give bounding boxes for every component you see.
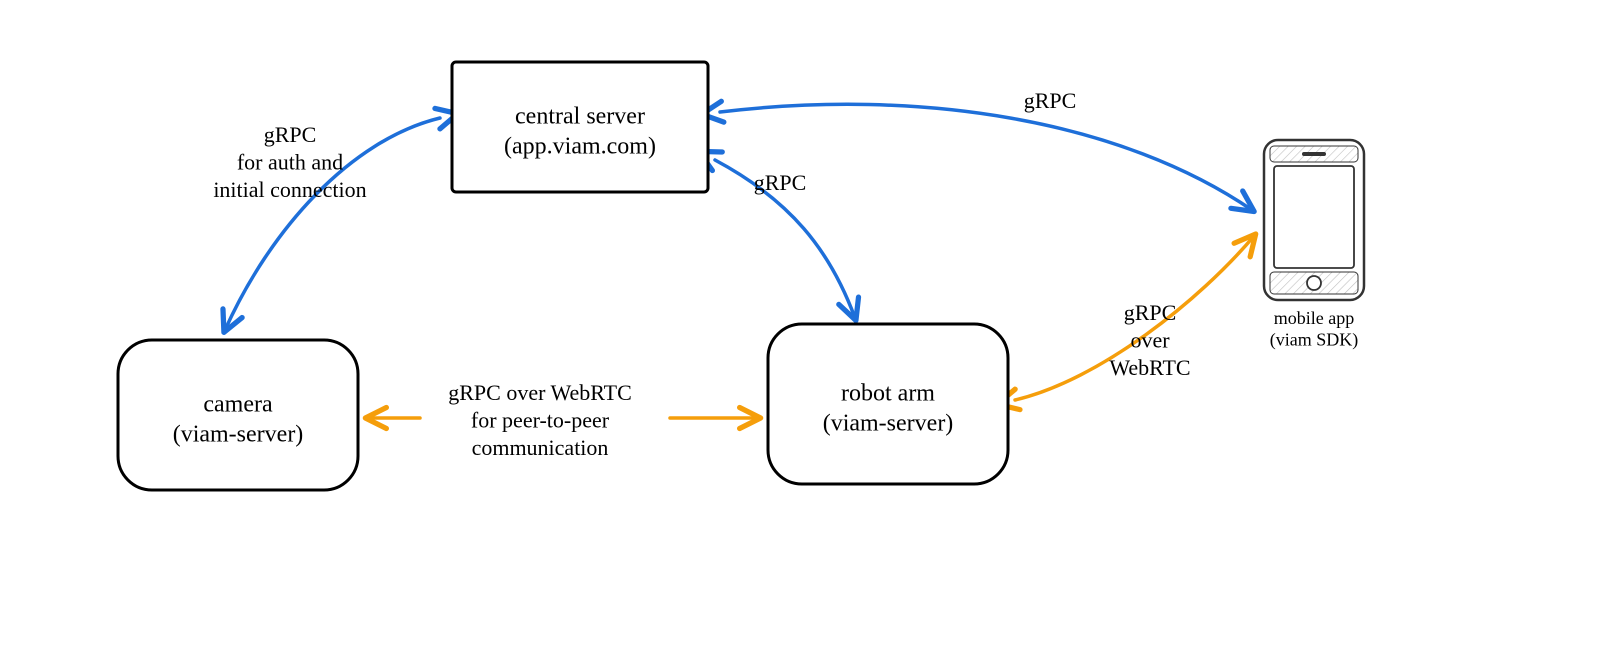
- edge-label-p2p-line-1: for peer-to-peer: [471, 408, 610, 433]
- node-mobile-caption-line-0: mobile app: [1274, 308, 1354, 328]
- node-camera-line-0: camera: [203, 392, 273, 418]
- node-camera-line-1: (viam-server): [173, 422, 304, 448]
- node-mobile: mobile app(viam SDK): [1264, 140, 1364, 351]
- node-robot_arm: robot arm (viam-server): [768, 324, 1008, 484]
- node-central_server: central server (app.viam.com): [452, 62, 708, 192]
- edge-label-webrtc_mobile-line-2: WebRTC: [1109, 355, 1190, 380]
- node-robot_arm-line-0: robot arm: [841, 381, 935, 407]
- edge-label-auth_connection-line-0: gRPC: [264, 122, 317, 147]
- node-camera: camera (viam-server): [118, 340, 358, 490]
- architecture-diagram: central server (app.viam.com) camera (viam-…: [0, 0, 1600, 658]
- node-robot_arm-line-1: (viam-server): [823, 411, 954, 437]
- edge-label-auth_connection-line-2: initial connection: [213, 177, 366, 202]
- edge-label-p2p-line-2: communication: [472, 435, 609, 460]
- edge-label-webrtc_mobile-line-0: gRPC: [1124, 300, 1177, 325]
- node-central_server-line-1: (app.viam.com): [504, 134, 656, 160]
- node-mobile-caption-line-1: (viam SDK): [1270, 330, 1359, 351]
- edge-label-auth_connection-line-1: for auth and: [237, 150, 343, 175]
- node-central_server-line-0: central server: [515, 104, 645, 130]
- edge-label-grpc_robot-line-0: gRPC: [754, 170, 807, 195]
- edge-label-webrtc_mobile-line-1: over: [1130, 328, 1170, 353]
- edge-label-grpc_mobile-line-0: gRPC: [1024, 88, 1077, 113]
- edge-label-p2p-line-0: gRPC over WebRTC: [448, 380, 632, 405]
